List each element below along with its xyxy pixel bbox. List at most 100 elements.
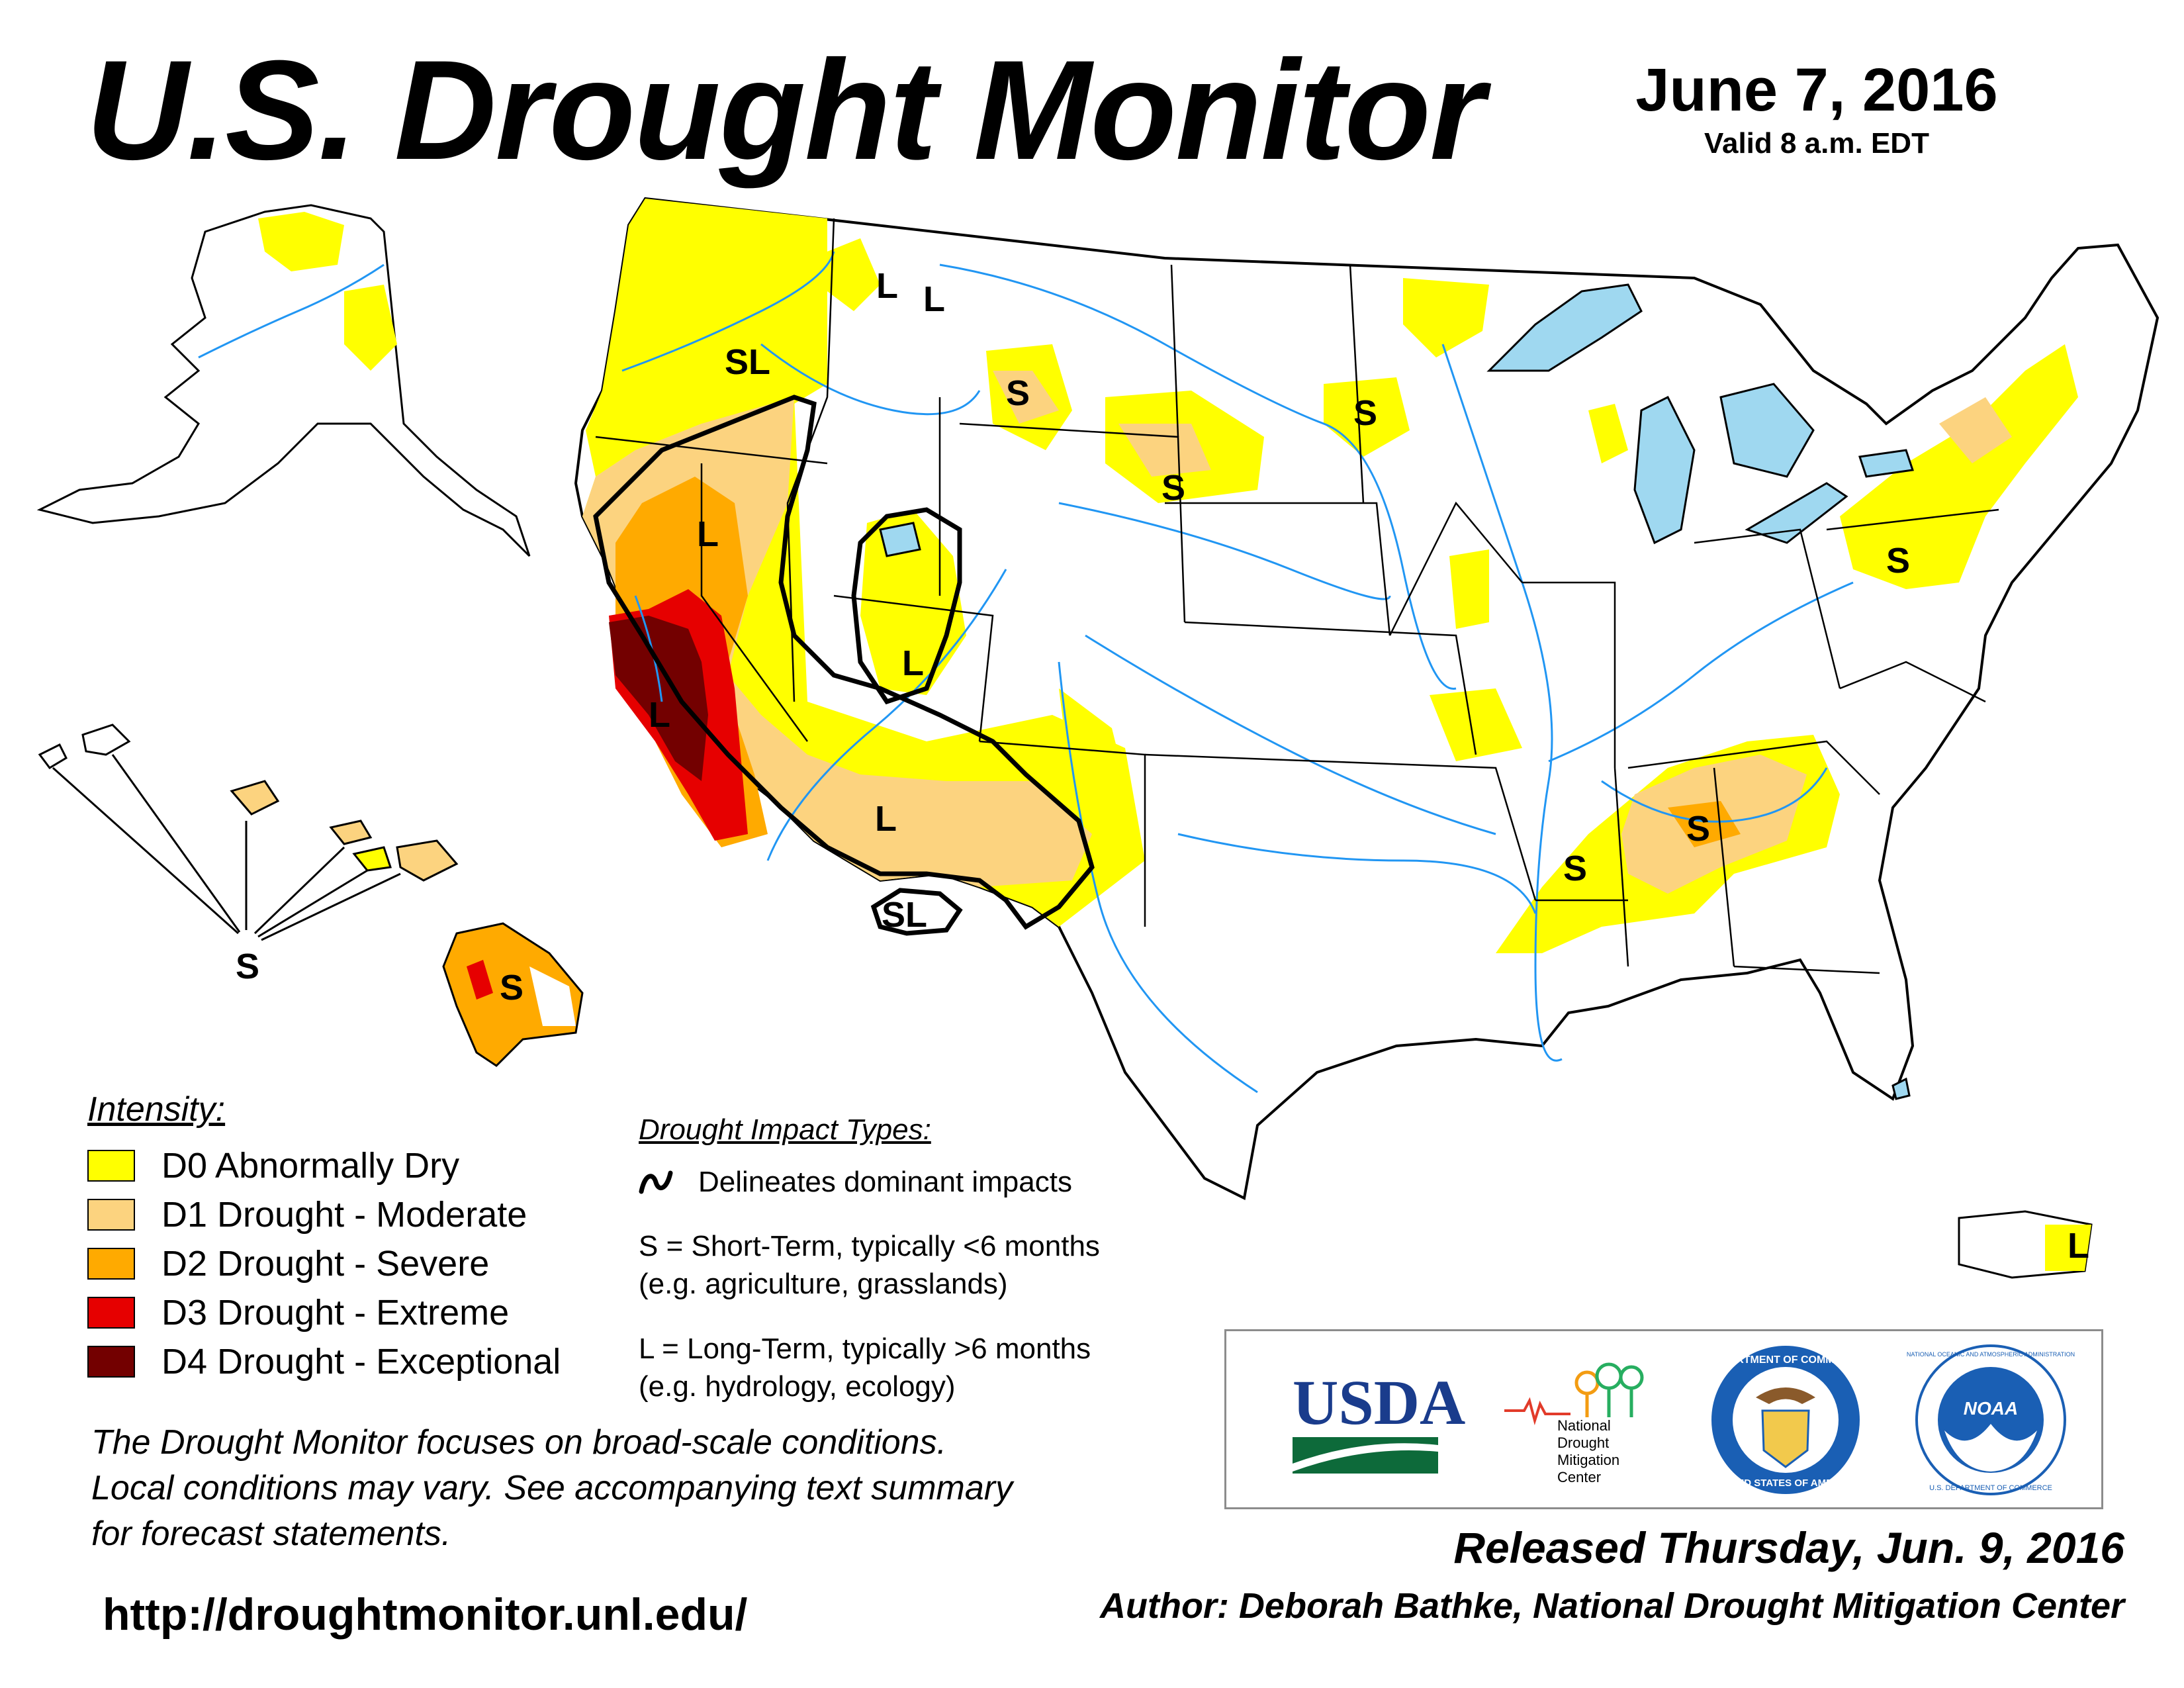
ndmc-text-4: Center: [1557, 1469, 1601, 1485]
impact-label-alabama: S: [1686, 809, 1710, 849]
legend-item-d2: D2 Drought - Severe: [87, 1239, 561, 1288]
impact-label-mississippi: S: [1563, 849, 1587, 888]
intensity-legend-title: Intensity:: [87, 1090, 226, 1129]
d0-northeast: [1840, 344, 2078, 589]
alaska-d0-north: [258, 212, 344, 271]
impact-label-idaho-west: L: [876, 266, 898, 306]
impact-short-term-line2: (e.g. agriculture, grasslands): [639, 1268, 1008, 1301]
impact-label-oregon: SL: [725, 342, 770, 382]
river-columbia: [621, 251, 835, 372]
d2-southeast: [1668, 801, 1741, 847]
website-link[interactable]: http://droughtmonitor.unl.edu/: [103, 1589, 748, 1640]
impact-label-puerto-rico: L: [2068, 1226, 2089, 1266]
impact-label-nevada: L: [697, 514, 719, 554]
impact-label-california: L: [649, 695, 670, 735]
impact-long-term-line2: (e.g. hydrology, ecology): [639, 1370, 956, 1403]
river-platte: [1058, 502, 1391, 600]
great-lakes: [879, 283, 1914, 1100]
alaska-d0-east: [344, 285, 397, 371]
river-arkansas: [1085, 634, 1496, 835]
legend-label-d3: D3 Drought - Extreme: [161, 1293, 510, 1333]
doc-eagle-icon: [1756, 1387, 1815, 1404]
noaa-ring-text: NATIONAL OCEANIC AND ATMOSPHERIC ADMINIS…: [1907, 1351, 2075, 1358]
impact-short-term: S = Short-Term, typically <6 months (e.g…: [639, 1227, 1208, 1303]
alaska-outline: [36, 204, 531, 557]
noaa-text: NOAA: [1964, 1398, 2018, 1419]
swatch-d0: [87, 1150, 135, 1182]
swatch-d3: [87, 1297, 135, 1329]
ndmc-trees-icon: [1574, 1362, 1644, 1417]
hawaii-big-island-d3: [467, 960, 493, 1000]
author-credit: Author: Deborah Bathke, National Drought…: [1100, 1586, 2124, 1626]
doc-bottom-text: UNITED STATES OF AMERICA: [1714, 1477, 1857, 1489]
impact-short-term-line1: S = Short-Term, typically <6 months: [639, 1230, 1100, 1263]
doc-seal: DEPARTMENT OF COMMERCE UNITED STATES OF …: [1707, 1346, 1864, 1494]
page-title: U.S. Drought Monitor: [86, 31, 1484, 189]
intensity-legend: Intensity: D0 Abnormally Dry D1 Drought …: [87, 1092, 561, 1386]
legend-item-d4: D4 Drought - Exceptional: [87, 1337, 561, 1386]
hawaii-maui: [329, 820, 373, 845]
impact-label-hawaii-islands: S: [236, 947, 259, 986]
river-missouri: [939, 263, 1457, 690]
d0-minnesota: [1403, 278, 1489, 357]
lake-erie: [1745, 482, 1848, 544]
noaa-bird-icon: [1944, 1424, 2037, 1472]
swatch-d4: [87, 1346, 135, 1378]
impact-label-north-dakota: S: [1353, 393, 1377, 433]
ndmc-text-1: National: [1557, 1417, 1611, 1434]
disclaimer-note: The Drought Monitor focuses on broad-sca…: [91, 1420, 1216, 1557]
impact-label-hawaii-big-island: S: [500, 968, 523, 1008]
river-red: [1177, 833, 1537, 914]
legend-item-d0: D0 Abnormally Dry: [87, 1141, 561, 1190]
impact-outlines: [593, 395, 1095, 936]
note-line2: Local conditions may vary. See accompany…: [91, 1469, 1013, 1508]
d0-new-mexico-east: [1059, 688, 1145, 874]
map-date: June 7, 2016: [1635, 56, 1998, 124]
doc-ring-text: DEPARTMENT OF COMMERCE: [1707, 1354, 1864, 1366]
lake-ontario: [1858, 449, 1914, 478]
river-snake: [760, 343, 981, 416]
d1-wyoming: [1118, 424, 1211, 477]
release-date: Released Thursday, Jun. 9, 2016: [1453, 1523, 2124, 1572]
hawaii-molokai: [230, 780, 280, 816]
legend-item-d3: D3 Drought - Extreme: [87, 1288, 561, 1337]
hawaii-oahu: [81, 724, 131, 756]
impact-long-term: L = Long-Term, typically >6 months (e.g.…: [639, 1330, 1208, 1405]
note-line3: for forecast statements.: [91, 1515, 451, 1554]
impact-line-icon: [639, 1170, 673, 1194]
usda-field-curve: [1293, 1443, 1438, 1472]
noaa-logo: NOAA NATIONAL OCEANIC AND ATMOSPHERIC AD…: [1907, 1344, 2075, 1495]
hawaii-lanai: [352, 846, 392, 872]
state-boundaries: [595, 218, 1999, 974]
ndmc-logo: National Drought Mitigation Center: [1504, 1362, 1644, 1485]
d0-montana-west: [827, 238, 880, 311]
usda-logo: USDA: [1293, 1367, 1465, 1474]
d0-iowa: [1449, 549, 1489, 629]
impact-long-term-line1: L = Long-Term, typically >6 months: [639, 1332, 1091, 1365]
legend-label-d0: D0 Abnormally Dry: [161, 1146, 460, 1186]
agency-logos: USDA National Drought Mitigation Center: [1224, 1329, 2103, 1509]
lake-michigan: [1633, 395, 1696, 545]
impact-outline-utah: [851, 507, 962, 705]
usda-text: USDA: [1293, 1367, 1465, 1438]
lake-superior: [1486, 283, 1643, 372]
hawaii-big-island: [442, 922, 584, 1067]
hawaii-kauai: [38, 743, 68, 769]
impact-legend: Drought Impact Types: Delineates dominan…: [639, 1115, 1208, 1405]
d0-michigan: [1588, 404, 1628, 463]
river-mississippi: [1441, 344, 1563, 1062]
conus: [574, 197, 2160, 1279]
d0-missouri: [1430, 688, 1522, 761]
impact-labels: L L SL S S S L L L L SL S S S S L S: [236, 266, 2089, 1266]
impact-label-utah: L: [902, 643, 924, 683]
hawaii-leader-lines: [52, 754, 401, 941]
impact-label-pennsylvania: S: [1886, 541, 1910, 581]
hawaii-island-east: [396, 839, 459, 882]
logos-svg: USDA National Drought Mitigation Center: [1293, 1344, 2075, 1495]
impact-delineates-text: Delineates dominant impacts: [698, 1166, 1072, 1198]
hawaii-big-island-east-white: [529, 966, 576, 1026]
river-tennessee: [1601, 767, 1828, 823]
great-salt-lake: [879, 522, 921, 557]
impact-label-idaho-east: L: [923, 279, 945, 319]
